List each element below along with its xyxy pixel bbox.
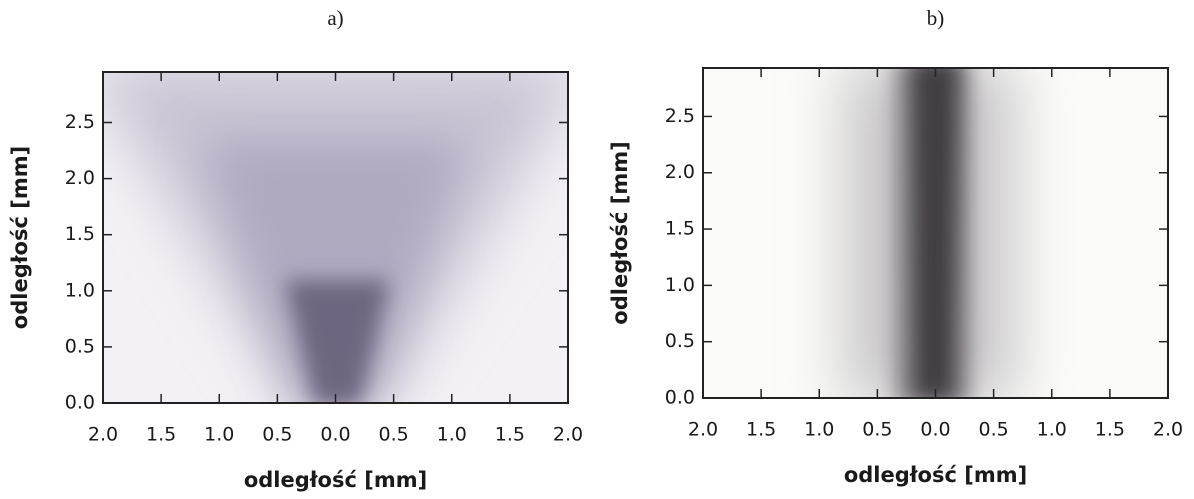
y-tick-label: 0.0: [665, 387, 695, 409]
panel-title: a): [327, 6, 343, 30]
plume-image: [703, 68, 1168, 398]
x-tick-label: 2.0: [688, 419, 718, 441]
y-axis-label: odległość [mm]: [8, 146, 32, 329]
y-tick-label: 2.5: [65, 111, 95, 133]
x-tick-label: 1.0: [204, 424, 234, 446]
x-tick-label: 1.5: [146, 424, 176, 446]
x-tick-label: 2.0: [1153, 419, 1183, 441]
y-tick-label: 0.5: [65, 335, 95, 357]
y-axis-label: odległość [mm]: [608, 141, 632, 324]
y-tick-label: 1.5: [65, 223, 95, 245]
y-tick-label: 2.0: [65, 167, 95, 189]
x-tick-label: 1.5: [746, 419, 776, 441]
y-tick-label: 0.0: [65, 392, 95, 414]
panel-title: b): [927, 6, 945, 30]
x-tick-label: 1.0: [804, 419, 834, 441]
x-tick-label: 1.5: [495, 424, 525, 446]
y-tick-label: 1.0: [665, 274, 695, 296]
x-axis-label: odległość [mm]: [844, 463, 1027, 487]
x-tick-label: 1.0: [1037, 419, 1067, 441]
x-tick-label: 0.5: [979, 419, 1009, 441]
x-tick-label: 0.5: [379, 424, 409, 446]
x-tick-label: 1.0: [437, 424, 467, 446]
y-tick-label: 2.0: [665, 161, 695, 183]
y-tick-label: 1.0: [65, 279, 95, 301]
x-tick-label: 0.0: [920, 419, 950, 441]
x-tick-label: 0.0: [320, 424, 350, 446]
x-tick-label: 1.5: [1095, 419, 1125, 441]
y-tick-label: 0.5: [665, 330, 695, 352]
plume-image: [103, 72, 568, 403]
y-tick-label: 2.5: [665, 105, 695, 127]
x-tick-label: 2.0: [88, 424, 118, 446]
x-axis-label: odległość [mm]: [244, 468, 427, 492]
x-tick-label: 0.5: [262, 424, 292, 446]
y-tick-label: 1.5: [665, 218, 695, 240]
x-tick-label: 0.5: [862, 419, 892, 441]
x-tick-label: 2.0: [553, 424, 583, 446]
